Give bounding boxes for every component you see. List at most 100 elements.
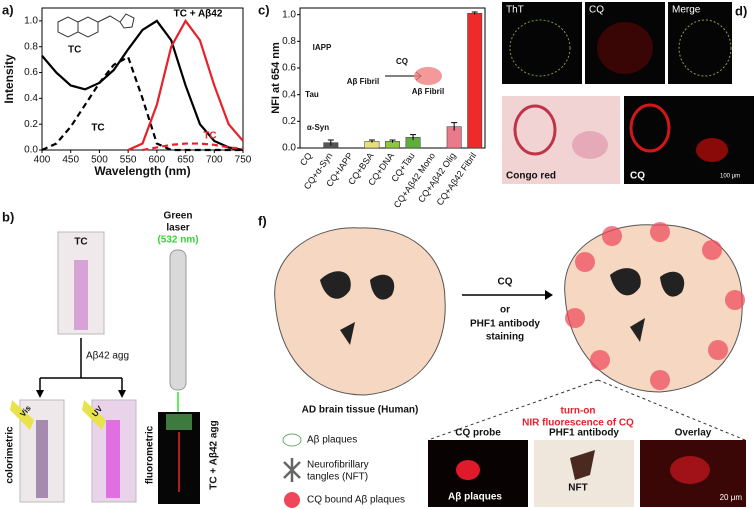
stain	[696, 138, 728, 162]
inset-fibril	[414, 67, 442, 85]
inset-label: Aβ Fibril	[347, 77, 379, 86]
stain	[456, 460, 480, 480]
method-label: fluorometric	[145, 425, 156, 484]
callout: Aβ plaques	[448, 492, 502, 503]
annotation: TC	[203, 131, 216, 142]
y-tick-label: 0.2	[282, 116, 296, 127]
stain	[629, 103, 671, 153]
reagent-label: Aβ42 agg	[86, 351, 129, 362]
result-label: turn-on	[561, 406, 596, 417]
reagent-label: PHF1 antibody	[470, 319, 540, 330]
micrograph	[502, 2, 582, 84]
image-title: Congo red	[506, 171, 556, 182]
image-title: PHF1 antibody	[549, 428, 619, 439]
panel-label: d)	[735, 3, 747, 18]
y-axis-title: Intensity	[2, 54, 16, 104]
callout: NFT	[568, 483, 587, 494]
solution	[106, 420, 120, 498]
light-beam	[10, 400, 34, 430]
method-label: colorimetric	[5, 426, 16, 484]
x-tick-label: 700	[206, 155, 223, 166]
legend-label: CQ bound Aβ plaques	[307, 495, 405, 506]
solution	[74, 260, 88, 330]
inset-label: IAPP	[313, 43, 332, 52]
stain	[570, 450, 595, 480]
inset-label: α-Syn	[307, 123, 329, 132]
stain	[597, 22, 653, 74]
brain	[274, 227, 446, 396]
inset-label: Tau	[305, 90, 319, 99]
x-tick-label: CQ	[298, 151, 314, 168]
y-tick-label: 0.6	[282, 63, 296, 74]
scale-bar: 20 μm	[720, 493, 743, 502]
x-tick-label: 600	[149, 155, 166, 166]
light-beam	[82, 400, 106, 430]
y-tick-label: 0.0	[24, 145, 38, 156]
structure	[57, 13, 135, 38]
x-tick-label: 650	[177, 155, 194, 166]
legend-icon	[282, 433, 302, 447]
stain	[513, 104, 557, 156]
or-label: or	[500, 305, 510, 316]
x-tick-label: 550	[120, 155, 137, 166]
structure-label: TC	[68, 45, 81, 56]
y-tick-label: 1.0	[24, 16, 38, 27]
annotation: TC	[91, 123, 104, 134]
zoom-line	[427, 379, 746, 441]
annotation: TC + Aβ42	[174, 9, 223, 20]
series-line	[41, 55, 243, 152]
y-axis-title: NFI at 654 nm	[270, 42, 282, 114]
solution	[36, 420, 48, 498]
result-label: NIR fluorescence of CQ	[522, 418, 634, 429]
y-tick-label: 0.4	[282, 89, 296, 100]
x-tick-label: 450	[62, 155, 79, 166]
brain	[564, 222, 745, 393]
cuvette-label: TC	[74, 237, 87, 248]
error-bar	[368, 139, 375, 143]
y-tick-label: 0.0	[282, 143, 296, 154]
legend-icon	[283, 458, 301, 482]
x-tick-label: 400	[34, 155, 51, 166]
error-bar	[327, 139, 334, 146]
x-axis-title: Wavelength (nm)	[94, 164, 190, 178]
panel-label: a)	[2, 2, 14, 17]
cuvette-top	[166, 414, 192, 430]
y-tick-label: 0.8	[282, 36, 296, 47]
laser-label: laser	[166, 223, 189, 234]
legend-label: tangles (NFT)	[307, 472, 368, 483]
legend-icon	[284, 492, 300, 508]
inset-label: CQ	[396, 57, 408, 66]
image-title: CQ	[630, 171, 645, 182]
image-title: Overlay	[675, 428, 712, 439]
stain	[509, 19, 571, 77]
laser-pointer	[169, 249, 187, 391]
arrowhead	[36, 390, 126, 398]
series-line	[142, 142, 244, 152]
error-bar	[471, 11, 478, 15]
bar	[467, 13, 483, 149]
image-title: CQ probe	[455, 428, 501, 439]
laser-label: Green	[164, 211, 193, 222]
sample-label: TC + Aβ42 agg	[209, 420, 220, 489]
y-tick-label: 1.0	[282, 9, 296, 20]
inset-label: Aβ Fibril	[412, 87, 444, 96]
y-tick-label: 0.6	[24, 67, 38, 78]
x-tick-label: 750	[235, 155, 252, 166]
series-line	[41, 19, 244, 152]
error-bar	[410, 134, 417, 140]
legend-label: Aβ plaques	[307, 435, 357, 446]
scale-bar: 100 μm	[720, 174, 740, 180]
stain	[670, 456, 710, 484]
panel-label: c)	[258, 2, 270, 17]
error-bar	[451, 122, 458, 131]
reagent-label: CQ	[498, 277, 513, 288]
y-tick-label: 0.2	[24, 119, 38, 130]
stain	[572, 131, 608, 159]
legend-label: Neurofibrillary	[307, 460, 369, 471]
error-bar	[389, 139, 396, 143]
image-title: CQ	[589, 5, 604, 16]
image-title: Merge	[672, 5, 701, 16]
series-line	[127, 18, 244, 152]
y-tick-label: 0.8	[24, 41, 38, 52]
